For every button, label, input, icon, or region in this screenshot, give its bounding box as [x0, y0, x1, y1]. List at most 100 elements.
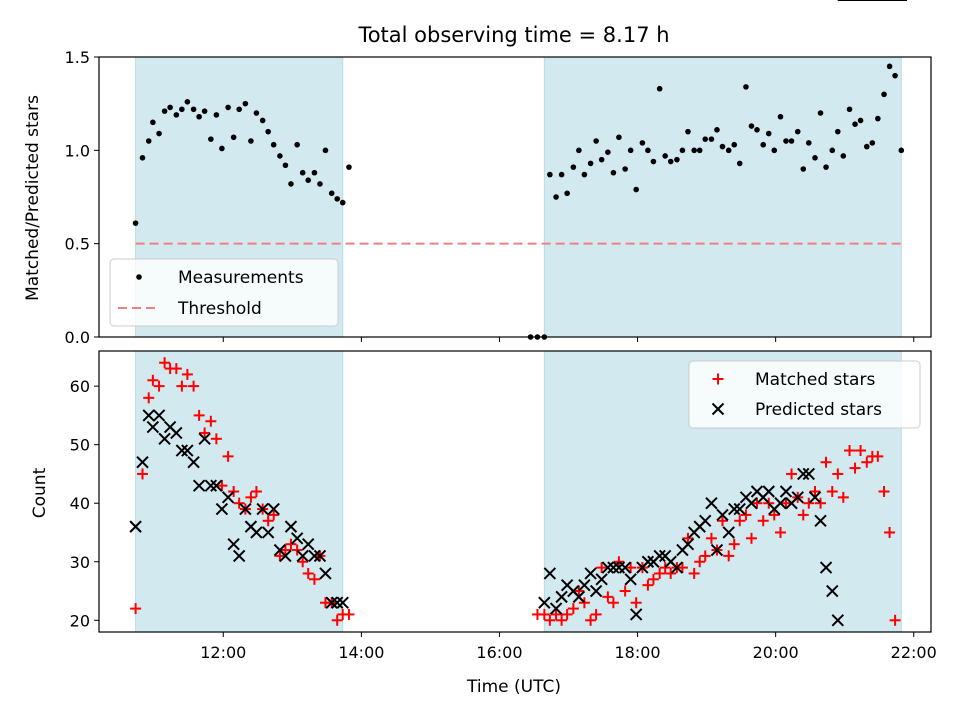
matched-star-point — [837, 491, 849, 503]
measurement-point — [317, 181, 323, 187]
matched-star-point — [774, 526, 786, 538]
predicted-star-point — [831, 614, 844, 627]
top-axes-frame — [98, 56, 932, 338]
predicted-star-point — [653, 549, 666, 563]
measurement-point — [656, 85, 663, 92]
matched-star-point — [222, 450, 234, 462]
y-tick-label: 0.0 — [65, 328, 90, 347]
legend-box — [109, 258, 339, 327]
predicted-star-point — [181, 444, 194, 457]
y-tick-label: 0.5 — [65, 235, 90, 254]
predicted-star-point — [267, 502, 280, 516]
matched-star-point — [250, 486, 262, 497]
matched-star-point — [291, 544, 303, 556]
measurement-point — [645, 147, 651, 154]
measurement-point — [719, 143, 726, 150]
measurement-point — [547, 171, 553, 178]
measurement-point — [760, 141, 767, 148]
legend-measurements-label: Measurements — [178, 268, 304, 288]
measurement-point — [685, 128, 691, 135]
measurement-point — [696, 147, 703, 154]
y-tick-label: 50 — [70, 436, 90, 455]
measurement-point — [805, 140, 812, 146]
predicted-star-point — [681, 537, 695, 551]
predicted-star-point — [641, 555, 655, 568]
measurement-point — [339, 199, 346, 206]
measurement-point — [616, 134, 622, 141]
y-tick-label: 1.0 — [65, 141, 90, 160]
matched-star-point — [274, 550, 286, 562]
x-tick-label: 20:00 — [753, 643, 799, 662]
predicted-star-point — [733, 502, 746, 516]
predicted-star-point — [716, 508, 729, 522]
matched-star-point — [268, 509, 280, 521]
measurement-point — [230, 134, 237, 141]
measurement-point — [156, 130, 162, 137]
measurement-point — [777, 113, 784, 120]
measurement-point — [265, 128, 271, 135]
matched-star-point — [625, 562, 637, 574]
legend-box — [688, 360, 921, 429]
measurement-point — [270, 141, 277, 148]
y-tick-label: 20 — [70, 611, 90, 630]
predicted-star-point — [136, 456, 149, 469]
matched-star-point — [343, 608, 355, 620]
predicted-star-point — [331, 596, 344, 609]
predicted-star-point — [728, 502, 741, 516]
matched-star-point — [193, 409, 205, 421]
predicted-star-point — [239, 502, 252, 516]
matched-star-point — [745, 532, 757, 544]
matched-star-point — [210, 433, 222, 445]
predicted-star-point — [826, 584, 839, 598]
predicted-star-point — [745, 497, 758, 510]
matched-star-point — [815, 497, 827, 509]
measurement-point — [190, 106, 197, 113]
measurement-point — [650, 158, 657, 165]
measurement-point — [213, 112, 220, 118]
measurement-point — [892, 72, 898, 79]
predicted-star-point — [187, 456, 200, 469]
predicted-star-point — [670, 561, 684, 574]
measurement-point — [346, 164, 352, 170]
predicted-star-point — [261, 526, 275, 539]
measurement-point — [800, 166, 807, 172]
matched-star-point — [740, 509, 752, 521]
predicted-star-point — [158, 432, 171, 446]
measurement-point — [622, 166, 628, 172]
matched-star-point — [642, 579, 654, 591]
measurement-point — [846, 106, 853, 113]
matched-star-point — [578, 597, 590, 609]
matched-star-point — [308, 573, 320, 585]
predicted-star-point — [279, 549, 292, 563]
measurement-point — [253, 110, 260, 116]
matched-star-point — [262, 515, 274, 527]
predicted-star-point — [215, 502, 229, 516]
predicted-star-point — [549, 602, 563, 615]
measurement-point — [748, 123, 755, 129]
measurement-point — [259, 117, 266, 124]
matched-star-point — [786, 468, 798, 480]
measurement-point — [627, 147, 634, 154]
predicted-star-point — [192, 479, 206, 492]
measurement-point — [869, 140, 876, 146]
measurement-point — [674, 156, 680, 163]
matched-star-point — [832, 468, 844, 480]
matched-star-point — [797, 509, 809, 521]
measurement-point — [743, 84, 749, 90]
measurement-point — [794, 128, 801, 135]
measurement-point — [639, 140, 646, 146]
predicted-star-point — [256, 502, 269, 516]
measurement-point — [731, 141, 738, 148]
predicted-star-point — [284, 520, 298, 533]
measurement-point — [145, 138, 152, 144]
measurement-point — [282, 162, 289, 169]
measurement-point — [765, 130, 772, 137]
predicted-star-point — [198, 432, 211, 446]
matched-star-point — [757, 515, 769, 527]
measurement-point — [219, 145, 225, 152]
matched-star-point — [688, 567, 700, 579]
matched-star-point — [682, 532, 694, 544]
measurement-point — [184, 99, 191, 105]
predicted-star-point — [624, 573, 637, 586]
measurement-point — [691, 147, 697, 154]
